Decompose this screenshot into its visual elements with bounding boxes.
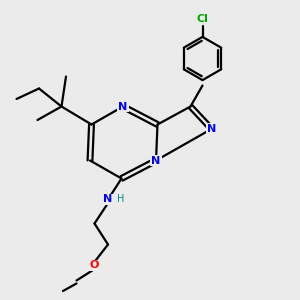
Text: N: N xyxy=(118,101,127,112)
Text: N: N xyxy=(103,194,112,205)
Text: H: H xyxy=(117,194,124,205)
Text: N: N xyxy=(207,124,216,134)
Text: Cl: Cl xyxy=(196,14,208,24)
Text: O: O xyxy=(90,260,99,271)
Text: N: N xyxy=(152,155,160,166)
